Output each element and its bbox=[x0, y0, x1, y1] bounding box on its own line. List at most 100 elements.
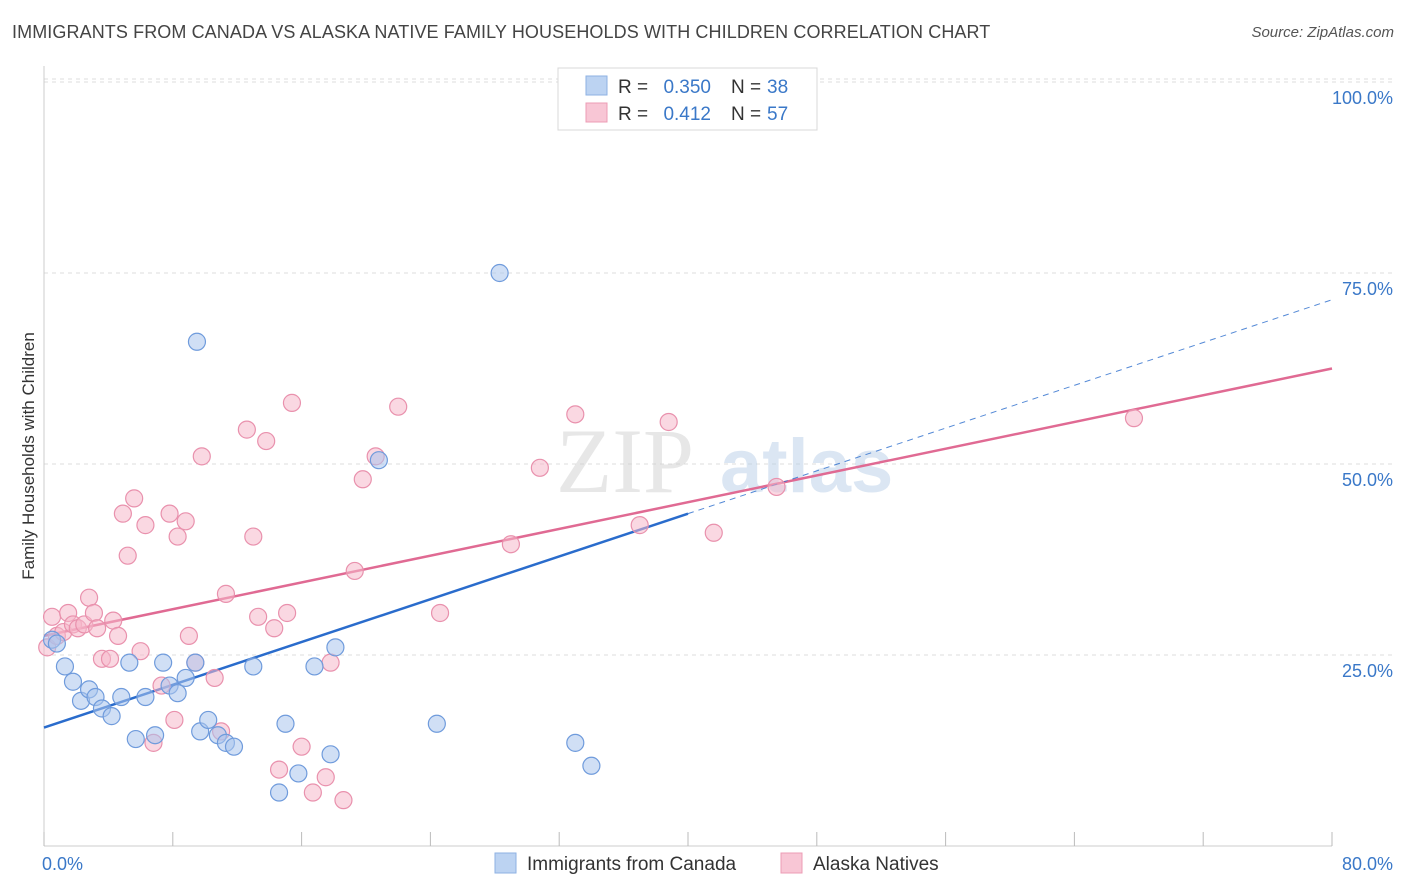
stats-legend: R = 0.350 N = 38 R = 0.412 N = 57 bbox=[557, 67, 818, 131]
x-axis-ticks bbox=[43, 832, 1333, 846]
alaska-natives-point-38 bbox=[278, 603, 297, 623]
legend-swatch-pink bbox=[585, 102, 608, 123]
alaska-natives-point-14 bbox=[108, 626, 128, 646]
chart-source: Source: ZipAtlas.com bbox=[1251, 24, 1394, 41]
alaska-natives-point-53 bbox=[630, 516, 649, 535]
alaska-natives-point-32 bbox=[237, 420, 256, 439]
immigrants-from-canada-point-13 bbox=[145, 726, 165, 745]
alaska-natives-point-33 bbox=[244, 527, 263, 546]
alaska-natives-point-48 bbox=[389, 397, 408, 416]
immigrants-from-canada-point-2 bbox=[55, 657, 75, 676]
alaska-natives-point-12 bbox=[100, 649, 120, 668]
immigrants-from-canada-point-9 bbox=[112, 687, 131, 707]
trend-line-immigrants-extrapolation bbox=[687, 299, 1333, 515]
immigrants-from-canada-point-8 bbox=[102, 707, 121, 726]
alaska-natives-point-17 bbox=[125, 489, 144, 508]
immigrants-from-canada-point-16 bbox=[168, 684, 187, 703]
immigrants-from-canada-point-28 bbox=[305, 657, 324, 676]
y-tick-label-25: 25.0% bbox=[1342, 661, 1393, 681]
alaska-natives-point-31 bbox=[216, 584, 236, 603]
legend-r-value-2: 0.412 bbox=[663, 104, 711, 125]
legend-n-label-1: N = bbox=[731, 77, 761, 98]
immigrants-from-canada-point-18 bbox=[186, 653, 205, 672]
immigrants-from-canada-point-12 bbox=[136, 687, 155, 707]
legend-r-value-1: 0.350 bbox=[663, 77, 711, 98]
y-tick-label-50: 50.0% bbox=[1342, 470, 1393, 490]
alaska-natives-point-13 bbox=[104, 611, 123, 630]
alaska-natives-point-15 bbox=[113, 504, 132, 523]
legend-n-value-1: 38 bbox=[767, 77, 788, 98]
alaska-natives-point-54 bbox=[659, 412, 678, 432]
alaska-natives-point-35 bbox=[257, 431, 276, 451]
series-alaska-natives bbox=[38, 393, 1144, 810]
alaska-natives-point-39 bbox=[282, 393, 302, 412]
series-legend-label-pink: Alaska Natives bbox=[813, 854, 939, 875]
alaska-natives-point-36 bbox=[265, 619, 284, 638]
y-tick-labels: 25.0% 50.0% 75.0% 100.0% bbox=[1332, 88, 1393, 681]
immigrants-from-canada-point-26 bbox=[276, 714, 295, 733]
gridlines bbox=[44, 78, 1392, 656]
alaska-natives-point-49 bbox=[430, 603, 450, 623]
alaska-natives-point-9 bbox=[84, 603, 104, 623]
legend-n-label-2: N = bbox=[731, 104, 761, 125]
immigrants-from-canada-point-29 bbox=[321, 745, 340, 764]
alaska-natives-point-40 bbox=[292, 737, 311, 756]
alaska-natives-point-57 bbox=[1124, 409, 1144, 428]
immigrants-from-canada-point-33 bbox=[490, 263, 509, 283]
chart-title: IMMIGRANTS FROM CANADA VS ALASKA NATIVE … bbox=[12, 22, 991, 42]
legend-r-label-2: R = bbox=[618, 104, 648, 125]
alaska-natives-point-50 bbox=[501, 535, 520, 554]
immigrants-from-canada-point-25 bbox=[269, 783, 289, 802]
alaska-natives-point-18 bbox=[131, 642, 150, 661]
series-legend-label-blue: Immigrants from Canada bbox=[527, 854, 737, 875]
alaska-natives-point-16 bbox=[118, 546, 137, 565]
immigrants-from-canada-point-14 bbox=[154, 653, 173, 672]
immigrants-from-canada-point-32 bbox=[427, 714, 446, 733]
alaska-natives-point-26 bbox=[179, 626, 198, 646]
immigrants-from-canada-point-11 bbox=[126, 729, 145, 749]
series-legend: Immigrants from Canada Alaska Natives bbox=[494, 852, 939, 875]
alaska-natives-point-45 bbox=[345, 561, 364, 581]
alaska-natives-point-55 bbox=[704, 523, 723, 542]
alaska-natives-point-46 bbox=[353, 470, 372, 489]
alaska-natives-point-52 bbox=[566, 405, 585, 424]
alaska-natives-point-28 bbox=[192, 447, 211, 466]
series-immigrants-from-canada bbox=[42, 80, 601, 802]
watermark: ZIP atlas bbox=[556, 410, 893, 512]
alaska-natives-point-24 bbox=[168, 527, 187, 546]
legend-swatch-blue bbox=[585, 75, 608, 96]
y-tick-label-100: 100.0% bbox=[1332, 88, 1393, 108]
alaska-natives-point-1 bbox=[42, 607, 62, 626]
alaska-natives-point-41 bbox=[303, 783, 322, 802]
alaska-natives-point-56 bbox=[767, 477, 786, 497]
alaska-natives-point-29 bbox=[205, 668, 224, 688]
immigrants-from-canada-point-35 bbox=[582, 756, 601, 775]
alaska-natives-point-8 bbox=[79, 588, 99, 607]
alaska-natives-point-42 bbox=[316, 768, 335, 787]
trend-lines bbox=[43, 299, 1333, 729]
immigrants-from-canada-point-3 bbox=[63, 672, 83, 691]
immigrants-from-canada-point-31 bbox=[369, 451, 388, 470]
alaska-natives-point-51 bbox=[530, 458, 549, 477]
series-legend-swatch-pink bbox=[780, 852, 803, 874]
alaska-natives-point-34 bbox=[249, 607, 268, 626]
immigrants-from-canada-point-34 bbox=[566, 733, 585, 752]
immigrants-from-canada-point-36 bbox=[187, 332, 207, 351]
alaska-natives-point-43 bbox=[321, 653, 340, 672]
immigrants-from-canada-point-10 bbox=[120, 653, 139, 672]
alaska-natives-point-44 bbox=[334, 791, 353, 810]
alaska-natives-point-23 bbox=[165, 710, 184, 730]
legend-r-label-1: R = bbox=[618, 77, 648, 98]
immigrants-from-canada-point-20 bbox=[199, 710, 218, 730]
trend-line-alaska-natives bbox=[43, 367, 1333, 638]
immigrants-from-canada-point-17 bbox=[176, 668, 195, 688]
y-tick-label-75: 75.0% bbox=[1342, 279, 1393, 299]
alaska-natives-point-19 bbox=[136, 516, 155, 535]
legend-n-value-2: 57 bbox=[767, 104, 788, 125]
alaska-natives-point-37 bbox=[269, 760, 289, 779]
x-tick-label-min: 0.0% bbox=[42, 854, 83, 874]
x-tick-label-max: 80.0% bbox=[1342, 854, 1393, 874]
alaska-natives-point-25 bbox=[176, 512, 195, 531]
immigrants-from-canada-point-1 bbox=[47, 634, 66, 653]
